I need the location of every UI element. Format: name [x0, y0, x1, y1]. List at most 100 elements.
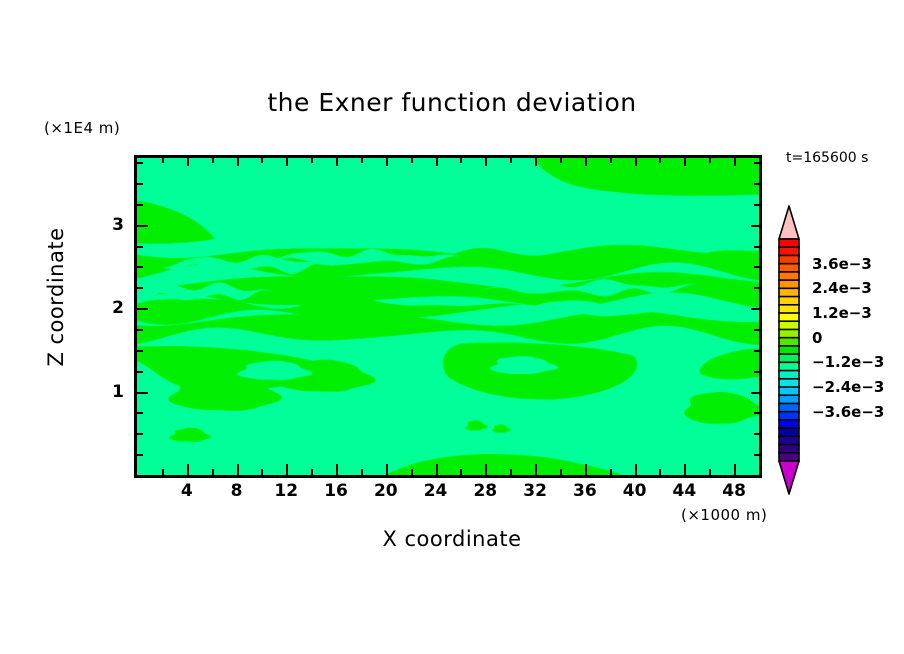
colorbar-tick-label: −2.4e−3	[812, 378, 885, 396]
y-tick-right	[754, 287, 759, 289]
colorbar-band	[778, 427, 800, 438]
x-tick-top	[237, 158, 239, 166]
x-tick-top	[436, 158, 438, 166]
y-tick-label: 1	[112, 381, 124, 402]
x-tick-minor	[212, 469, 214, 475]
colorbar-band	[778, 254, 800, 265]
x-tick-major	[187, 464, 189, 475]
x-tick-top	[610, 158, 612, 163]
x-tick-label: 48	[722, 481, 746, 501]
x-tick-top	[709, 158, 711, 163]
x-tick-top	[460, 158, 462, 163]
colorbar-band	[778, 443, 800, 454]
x-tick-top	[510, 158, 512, 163]
x-tick-minor	[460, 469, 462, 475]
y-tick-minor	[137, 329, 143, 331]
colorbar-band	[778, 295, 800, 306]
x-tick-top	[411, 158, 413, 163]
x-tick-major	[734, 464, 736, 475]
x-tick-label: 44	[672, 481, 697, 501]
colorbar-band	[778, 345, 800, 356]
x-tick-top	[659, 158, 661, 163]
x-tick-major	[386, 464, 388, 475]
y-tick-minor	[137, 204, 143, 206]
y-tick-right	[754, 246, 759, 248]
colorbar-band	[778, 287, 800, 298]
x-tick-label: 16	[324, 481, 348, 501]
x-tick-minor	[659, 469, 661, 475]
contour-field	[137, 158, 759, 475]
y-tick-right	[754, 329, 759, 331]
y-tick-minor	[137, 162, 143, 164]
y-tick-right	[751, 392, 759, 394]
x-tick-top	[560, 158, 562, 163]
y-tick-label: 3	[112, 214, 124, 235]
page-title: the Exner function deviation	[267, 88, 637, 117]
colorbar	[777, 205, 801, 495]
x-tick-major	[237, 464, 239, 475]
colorbar-band	[778, 303, 800, 315]
colorbar-under-arrow	[778, 460, 800, 495]
x-tick-major	[436, 464, 438, 475]
x-tick-major	[286, 464, 288, 475]
y-tick-minor	[137, 454, 143, 456]
colorbar-tick-label: 1.2e−3	[812, 304, 872, 322]
y-tick-major	[137, 225, 148, 227]
x-tick-top	[286, 158, 288, 166]
y-tick-minor	[137, 412, 143, 414]
colorbar-band	[778, 402, 800, 413]
x-tick-top	[187, 158, 189, 166]
x-tick-top	[162, 158, 164, 163]
y-tick-major	[137, 308, 148, 310]
colorbar-band	[778, 377, 800, 389]
contour-plot-area	[134, 155, 762, 478]
x-tick-top	[261, 158, 263, 163]
colorbar-band	[778, 246, 800, 257]
colorbar-band	[778, 312, 800, 323]
x-tick-label: 4	[180, 481, 193, 501]
y-axis-title: Z coordinate	[44, 227, 68, 367]
time-annotation: t=165600 s	[786, 150, 869, 166]
x-tick-major	[535, 464, 537, 475]
y-tick-minor	[137, 183, 143, 185]
colorbar-band	[778, 394, 800, 405]
x-tick-minor	[261, 469, 263, 475]
x-tick-top	[212, 158, 214, 163]
x-tick-top	[361, 158, 363, 163]
x-tick-major	[336, 464, 338, 475]
colorbar-band	[778, 419, 800, 430]
y-tick-right	[754, 412, 759, 414]
x-tick-minor	[510, 469, 512, 475]
colorbar-band	[778, 369, 800, 380]
colorbar-tick-label: −1.2e−3	[812, 353, 885, 372]
x-tick-label: 20	[373, 481, 398, 501]
colorbar-band	[778, 353, 800, 364]
y-tick-minor	[137, 287, 143, 289]
x-tick-top	[485, 158, 487, 166]
colorbar-band	[778, 271, 800, 282]
x-tick-top	[635, 158, 637, 166]
colorbar-band	[778, 320, 800, 331]
y-tick-right	[754, 266, 759, 268]
x-tick-top	[311, 158, 313, 163]
y-tick-right	[754, 204, 759, 206]
x-axis-title: X coordinate	[382, 527, 522, 551]
x-tick-top	[585, 158, 587, 166]
y-tick-right	[754, 454, 759, 456]
y-tick-minor	[137, 371, 143, 373]
y-tick-minor	[137, 350, 143, 352]
y-tick-major	[137, 392, 148, 394]
x-tick-top	[336, 158, 338, 166]
colorbar-band	[778, 410, 800, 422]
y-tick-right	[751, 308, 759, 310]
colorbar-band	[778, 262, 800, 274]
colorbar-band	[778, 336, 800, 348]
colorbar-band	[778, 328, 800, 339]
x-tick-major	[684, 464, 686, 475]
x-tick-minor	[311, 469, 313, 475]
y-tick-right	[751, 225, 759, 227]
colorbar-tick-label: −3.6e−3	[812, 402, 885, 421]
x-tick-minor	[709, 469, 711, 475]
colorbar-tick-label: 3.6e−3	[812, 254, 872, 273]
colorbar-over-arrow	[778, 205, 800, 240]
